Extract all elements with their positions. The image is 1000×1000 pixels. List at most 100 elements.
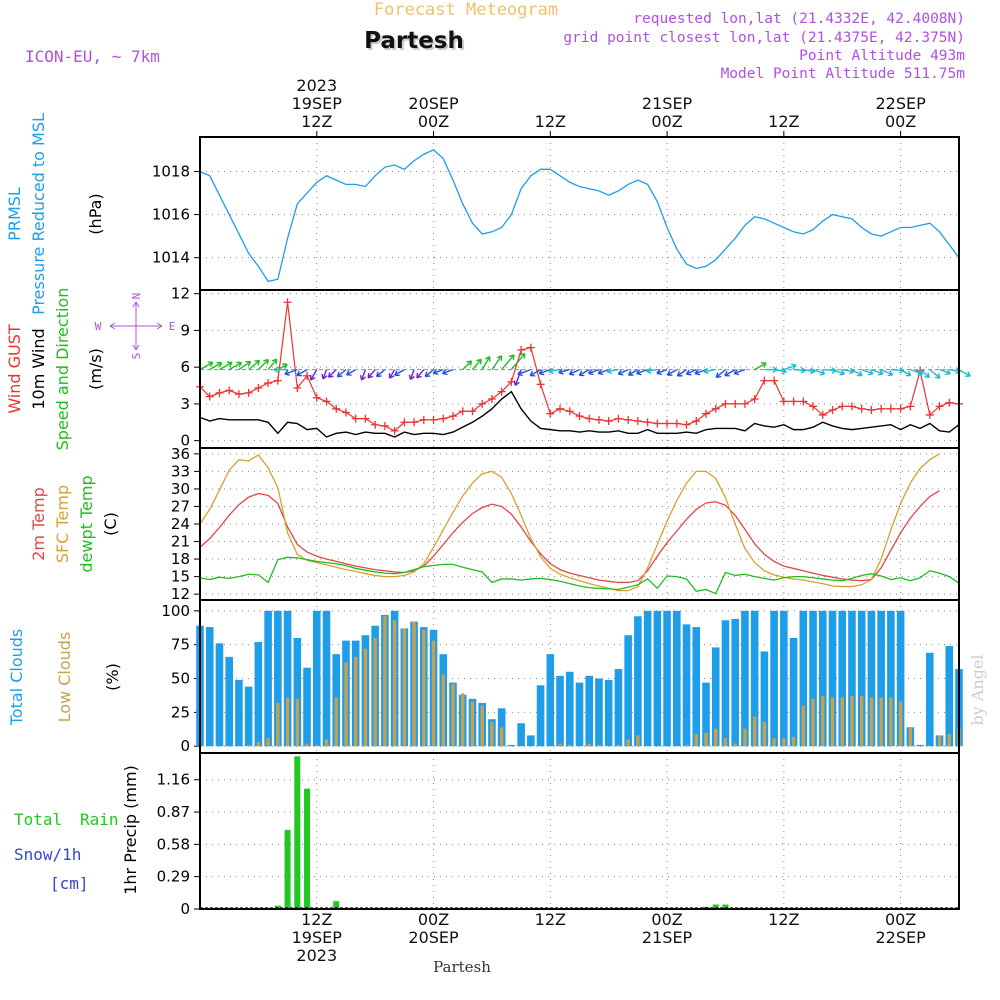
wind-arrow [588,368,600,375]
wind-arrow [389,369,396,379]
wind-arrow [510,353,526,371]
compass-rose: W E N S [95,293,176,360]
wind-arrow [939,368,951,375]
wind-arrow [579,369,590,376]
total-cloud-bar [322,610,331,747]
top-time-label: 12Z [301,112,332,131]
compass-n: N [130,293,143,300]
precip-legend: Total Rain Snow/1h [cm] [14,810,119,893]
rain-bar [712,904,719,909]
rain-bar [333,901,340,909]
total-cloud-bar [225,656,233,747]
low-cloud-bar [315,744,319,747]
gust-marker [429,415,438,424]
low-cloud-bar [499,727,504,747]
gust-marker [400,418,409,427]
gust-marker [653,419,662,428]
temp-frame [199,447,960,601]
wind-arrow-head [245,360,252,367]
gust-marker [546,409,555,418]
low-cloud-bar [470,701,475,747]
gust-marker [633,417,642,426]
wind-arrow [257,359,269,371]
bottom-time-label: 00Z [418,910,449,929]
total-cloud-bar [215,643,224,747]
wind-arrow-head [424,371,431,378]
wind-axis-label: Speed and Direction [53,288,72,451]
wind-arrow-head [466,360,473,366]
gust-marker [809,402,818,411]
low-cloud-bar [451,683,455,747]
gust-marker [663,419,672,428]
wind-arrow [310,369,318,381]
wind-arrow [416,369,425,379]
wind-arrow [409,369,415,380]
gust-marker [672,419,681,428]
wind-arrow-head [887,370,894,377]
total-cloud-bar [244,686,253,747]
wind-arrow [376,369,386,378]
compass-ns-arrow [132,301,140,351]
wind-axis-label: (m/s) [86,348,105,390]
wind-arrow [598,368,609,375]
gust-marker [312,393,321,402]
top-time-label: 22SEP [875,94,926,113]
wind-arrow-head [867,369,874,376]
gust-marker [585,414,594,423]
low-cloud-bar [879,697,883,747]
wind-arrow [724,369,736,377]
low-cloud-bar [636,735,640,747]
wind-arrow [199,361,214,371]
total-cloud-bar [867,610,876,747]
wind-arrow [900,369,912,377]
wind-arrow [209,362,223,371]
y-tick-label: 36 [171,445,190,463]
gust-marker [322,397,331,406]
wind-arrow-head [715,372,722,379]
gust-marker [341,408,350,417]
low-cloud-bar [616,744,621,747]
legend-snow: Snow/1h [14,845,81,864]
total-cloud-bar [682,624,691,747]
low-cloud-bar [324,739,329,747]
total-cloud-bar [818,610,827,747]
wind-arrow [219,361,233,371]
wind-arrow-head [578,370,585,377]
legend-rain: Rain [80,810,119,829]
wind-arrow-head [617,369,624,376]
total-cloud-bar [731,618,739,747]
total-cloud-bar [721,620,730,747]
wind-arrow-head [519,352,526,359]
low-cloud-bar [295,698,299,747]
gust-marker [458,407,467,416]
total-cloud-bar [624,635,632,747]
bottom-time-label: 12Z [301,910,332,929]
legend-cm: [cm] [50,874,89,893]
y-tick-label: 0 [180,432,190,450]
gust-marker [702,409,710,418]
pressure-axis-label: Pressure Reduced to MSL [29,113,48,315]
wind-arrow [267,358,278,371]
low-cloud-bar [587,743,591,747]
gust-marker [789,397,798,406]
y-tick-label: 6 [180,358,190,376]
bottom-time-label: 2023 [296,946,337,965]
top-time-label: 21SEP [642,94,693,113]
wind-arrow [328,369,337,378]
gust-marker [925,410,934,419]
pressure-panel: 1014 1016 1018 [152,136,960,291]
top-time-label: 00Z [651,112,682,131]
top-time-label: 12Z [768,112,799,131]
wind-arrow-head [819,369,826,376]
wind-arrow-head [321,373,328,380]
y-tick-label: 75 [171,636,190,654]
point-altitude: Point Altitude 493m [799,48,965,64]
wind-arrow-head [309,374,316,381]
low-cloud-bar [363,648,368,747]
bottom-time-label: 12Z [768,910,799,929]
y-tick-label: 1016 [152,206,190,224]
total-cloud-bar [780,610,788,747]
total-cloud-bar [653,610,662,747]
top-time-label: 2023 [296,76,337,95]
top-time-label: 12Z [535,112,566,131]
